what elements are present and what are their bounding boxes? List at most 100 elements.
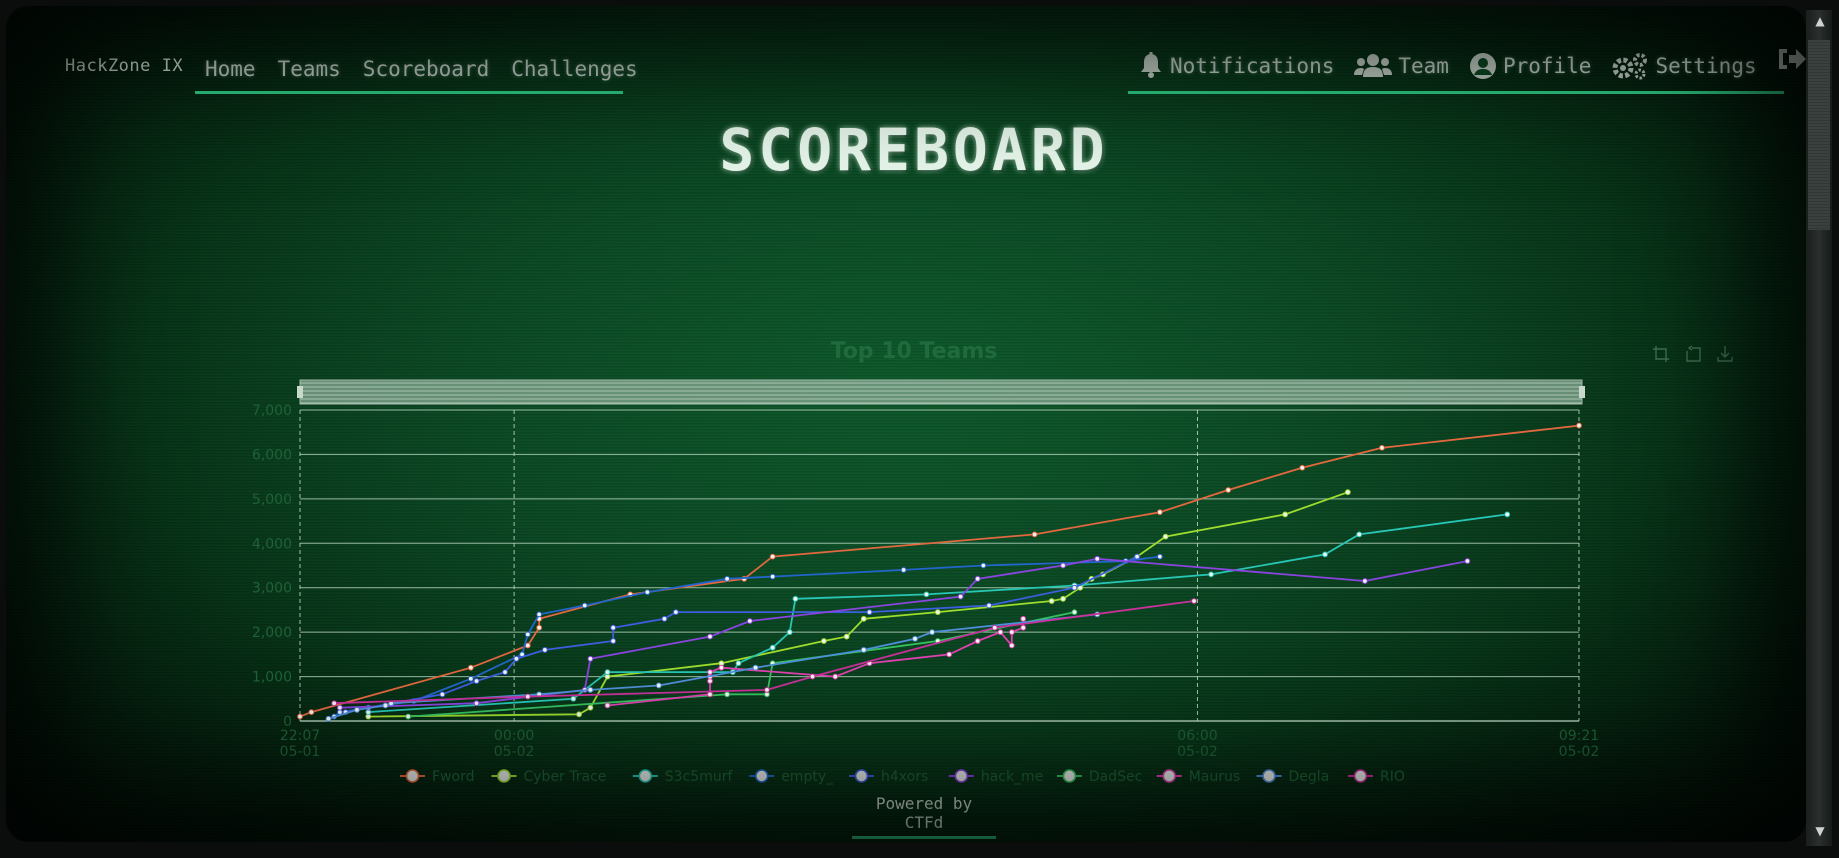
y-tick-label: 3,000 — [252, 581, 292, 597]
data-point-DadSec — [405, 713, 412, 720]
chart-title: Top 10 Teams — [831, 339, 998, 364]
data-point-empty_ — [769, 573, 776, 580]
data-point-S3c5murf — [1504, 511, 1511, 518]
data-point-RIO — [524, 693, 531, 700]
series-line-hack_me — [339, 557, 1468, 709]
nav-settings[interactable]: Settings — [1611, 46, 1757, 86]
data-point-Cyber Trace — [934, 609, 941, 616]
brand-logo[interactable]: HackZone IX — [65, 56, 184, 76]
data-zoom-slider — [299, 379, 1583, 405]
legend-label-S3c5murf[interactable]: S3c5murf — [665, 769, 734, 785]
data-point-S3c5murf — [1322, 551, 1328, 558]
legend-marker-Maurus — [1162, 769, 1176, 783]
y-tick-label: 5,000 — [252, 492, 292, 508]
sign-out-icon — [1777, 46, 1807, 72]
nav-challenges[interactable]: Challenges — [511, 56, 638, 81]
legend-label-Degla[interactable]: Degla — [1289, 769, 1330, 785]
data-point-hack_me — [1464, 558, 1471, 564]
legend-label-h4xors[interactable]: h4xors — [881, 769, 928, 785]
y-tick-label: 7,000 — [252, 403, 292, 419]
data-point-Cyber Trace — [1048, 598, 1055, 604]
legend-marker-RIO — [1353, 769, 1368, 783]
legend-label-Cyber Trace[interactable]: Cyber Trace — [524, 769, 607, 785]
data-point-hack_me — [746, 618, 753, 624]
scroll-up-icon[interactable]: ▲ — [1815, 14, 1825, 28]
data-point-Maurus — [1008, 629, 1015, 636]
data-point-Fword — [1156, 509, 1163, 516]
scroll-down-icon[interactable]: ▼ — [1815, 824, 1825, 838]
chart-toolbox — [1652, 345, 1734, 363]
nav-teams[interactable]: Teams — [277, 56, 341, 81]
data-point-S3c5murf — [570, 695, 577, 702]
y-tick-label: 6,000 — [252, 447, 292, 463]
data-point-Fword — [769, 553, 776, 560]
nav-notifications[interactable]: Notifications — [1138, 46, 1334, 86]
data-point-hack_me — [707, 633, 713, 640]
x-tick-label: 09:21 — [1559, 728, 1599, 744]
data-point-Fword — [1576, 422, 1582, 429]
legend-marker-empty_ — [754, 769, 769, 783]
data-point-RIO — [809, 673, 816, 680]
data-point-h4xors — [502, 669, 508, 676]
legend-marker-Fword — [405, 769, 420, 783]
data-point-h4xors — [672, 609, 679, 616]
data-point-Cyber Trace — [1060, 595, 1066, 602]
legend-label-RIO[interactable]: RIO — [1380, 769, 1405, 785]
data-point-Maurus — [707, 691, 713, 698]
profile-label: Profile — [1502, 54, 1592, 78]
scrollbar-thumb[interactable] — [1808, 40, 1830, 230]
data-point-RIO — [764, 687, 770, 693]
settings-label: Settings — [1655, 54, 1757, 78]
zoom-icon[interactable] — [1652, 345, 1670, 363]
data-point-hack_me — [974, 575, 981, 582]
data-point-hack_me — [957, 593, 964, 600]
y-tick-label: 2,000 — [252, 625, 292, 641]
data-point-Fword — [1299, 464, 1306, 471]
series-line-Cyber Trace — [368, 491, 1349, 718]
data-point-Degla — [382, 702, 389, 709]
legend-label-empty_[interactable]: empty_ — [781, 769, 834, 785]
powered-by-link[interactable]: Powered by CTFd — [852, 794, 996, 839]
data-point-hack_me — [1060, 562, 1066, 569]
data-point-hack_me — [473, 700, 480, 707]
data-zoom-handle-left — [297, 386, 303, 398]
series-line-RIO — [334, 600, 1195, 705]
data-point-Fword — [297, 713, 303, 720]
data-point-Fword — [308, 709, 315, 716]
legend-marker-h4xors — [854, 769, 869, 783]
legend-label-DadSec[interactable]: DadSec — [1089, 769, 1142, 785]
data-point-DadSec — [1071, 609, 1078, 616]
download-icon[interactable] — [1716, 345, 1734, 363]
data-point-Degla — [354, 706, 360, 713]
data-point-hack_me — [336, 704, 343, 711]
data-point-Cyber Trace — [1282, 511, 1289, 518]
users-icon — [1354, 53, 1393, 79]
data-point-Fword — [536, 624, 543, 631]
data-point-h4xors — [610, 624, 617, 631]
legend-marker-S3c5murf — [638, 769, 653, 783]
data-zoom-handle-right — [1579, 386, 1585, 398]
legend-label-Maurus[interactable]: Maurus — [1189, 769, 1240, 785]
data-point-Cyber Trace — [821, 638, 827, 644]
data-point-h4xors — [986, 602, 992, 609]
legend-label-hack_me[interactable]: hack_me — [981, 769, 1044, 785]
data-point-hack_me — [587, 655, 594, 662]
nav-logout[interactable] — [1777, 46, 1807, 72]
legend-label-Fword[interactable]: Fword — [432, 769, 474, 785]
data-point-empty_ — [536, 611, 543, 618]
data-point-Degla — [325, 715, 332, 722]
data-point-empty_ — [900, 567, 907, 573]
data-point-h4xors — [513, 655, 520, 662]
data-point-hack_me — [1094, 555, 1101, 562]
legend-marker-Degla — [1262, 769, 1276, 783]
nav-scoreboard[interactable]: Scoreboard — [362, 56, 490, 81]
data-point-DadSec — [724, 691, 730, 698]
data-point-h4xors — [439, 691, 446, 698]
nav-profile[interactable]: Profile — [1469, 46, 1592, 86]
reset-zoom-icon[interactable] — [1684, 345, 1702, 363]
data-point-S3c5murf — [769, 644, 776, 651]
nav-team[interactable]: Team — [1354, 46, 1449, 86]
nav-home[interactable]: Home — [205, 56, 256, 81]
